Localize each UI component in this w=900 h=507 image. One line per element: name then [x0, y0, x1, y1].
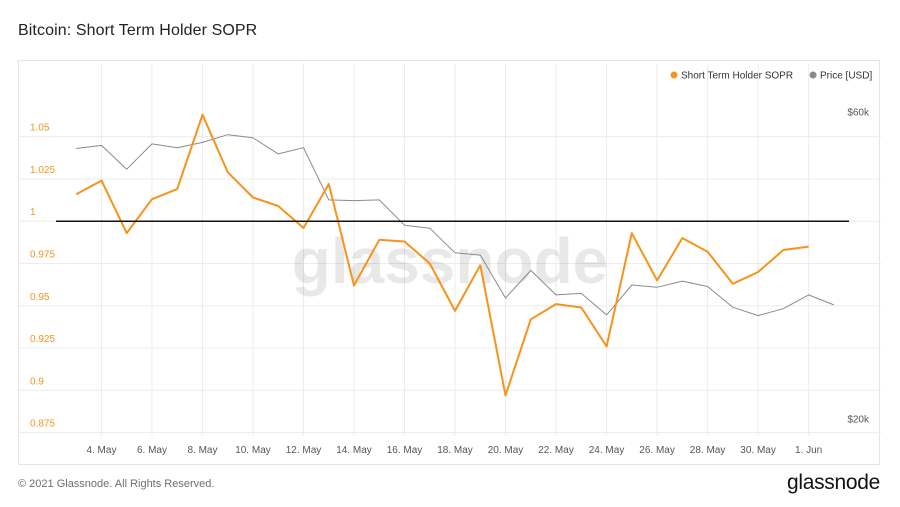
left-axis-tick-label: 0.95 — [30, 292, 50, 303]
x-tick-label: 30. May — [740, 445, 776, 456]
sopr-series-line — [75, 113, 809, 397]
right-axis-tick-label: $20k — [847, 414, 870, 425]
x-tick-label: 10. May — [235, 445, 271, 456]
x-tick-label: 8. May — [187, 445, 217, 456]
x-tick-label: 26. May — [639, 445, 675, 456]
price-series-line — [76, 134, 834, 317]
left-axis-tick-label: 1.025 — [30, 165, 55, 176]
sopr-price-chart[interactable]: 4. May 6. May 8. May 10. May 12. May 14. May 1… — [19, 61, 881, 466]
x-tick-label: 20. May — [488, 445, 524, 456]
left-axis-tick-label: 0.975 — [30, 250, 55, 261]
glassnode-logo[interactable]: glassnode — [786, 471, 880, 494]
legend-price-marker — [809, 71, 817, 79]
left-axis-tick-label: 0.925 — [30, 334, 55, 345]
right-axis-tick-label: $60k — [847, 108, 870, 119]
x-tick-label: 4. May — [86, 445, 116, 456]
x-tick-label: 16. May — [387, 445, 423, 456]
x-tick-label: 24. May — [589, 445, 625, 456]
chart-frame: 4. May 6. May 8. May 10. May 12. May 14. May 1… — [18, 60, 881, 466]
x-tick-label: 1. Jun — [795, 445, 822, 456]
legend-price-label: Price [USD] — [820, 71, 872, 82]
legend-sopr-marker — [670, 71, 678, 79]
left-axis-tick-label: 0.875 — [30, 419, 55, 430]
x-tick-label: 6. May — [137, 445, 167, 456]
legend-sopr-label: Short Term Holder SOPR — [681, 71, 793, 82]
glassnode-watermark: glassnode — [292, 225, 609, 297]
x-tick-label: 12. May — [286, 445, 322, 456]
x-tick-label: 18. May — [437, 445, 473, 456]
left-axis-tick-label: 1 — [30, 207, 36, 218]
left-axis-tick-label: 0.9 — [30, 376, 44, 387]
left-axis-tick-label: 1.05 — [30, 123, 50, 134]
x-tick-label: 22. May — [538, 445, 574, 456]
copyright-text: © 2021 Glassnode. All Rights Reserved. — [18, 478, 215, 490]
x-tick-label: 14. May — [336, 445, 372, 456]
x-tick-label: 28. May — [690, 445, 726, 456]
page-title: Bitcoin: Short Term Holder SOPR — [18, 22, 258, 39]
